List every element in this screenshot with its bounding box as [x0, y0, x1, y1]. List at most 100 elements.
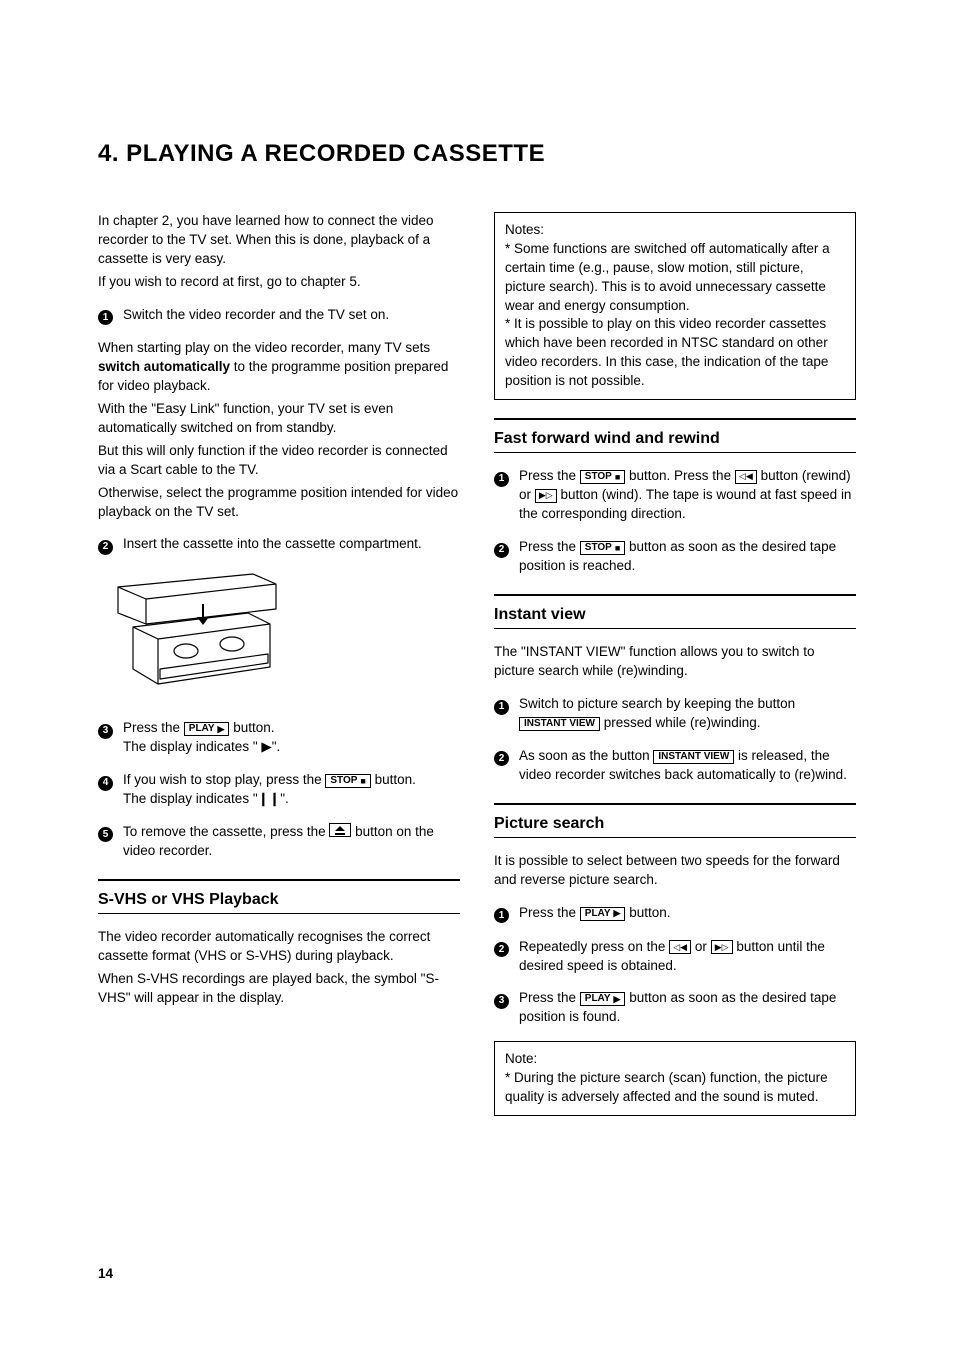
ff-step-1: 1 Press the STOP■ button. Press the ◁◀ b… [494, 467, 856, 524]
play-icon: ▶ [614, 909, 621, 918]
section-divider [494, 594, 856, 596]
rewind-icon: ◁◀ [673, 941, 687, 954]
step-number-3: 3 [98, 720, 113, 757]
text: Press the [519, 539, 580, 554]
iv-intro: The "INSTANT VIEW" function allows you t… [494, 643, 856, 681]
section-divider [494, 803, 856, 805]
step-5-text: To remove the cassette, press the button… [123, 823, 460, 861]
stop-icon: ■ [615, 473, 620, 482]
autoswitch-block: When starting play on the video recorder… [98, 339, 460, 521]
notes-box: Notes: * Some functions are switched off… [494, 212, 856, 400]
eject-button-label [329, 823, 351, 837]
iv-step-2-text: As soon as the button INSTANT VIEW is re… [519, 747, 856, 785]
stop-icon: ■ [360, 777, 365, 786]
wind-icon: ▶▷ [539, 489, 553, 502]
ps-step-2-text: Repeatedly press on the ◁◀ or ▶▷ button … [519, 938, 856, 976]
svhs-para-1: The video recorder automatically recogni… [98, 928, 460, 966]
step-5: 5 To remove the cassette, press the butt… [98, 823, 460, 861]
heading-underline [494, 452, 856, 453]
iv-step-2: 2 As soon as the button INSTANT VIEW is … [494, 747, 856, 785]
ff-heading: Fast forward wind and rewind [494, 428, 856, 450]
text: The display indicates " [123, 739, 261, 754]
step-number-5: 5 [98, 824, 113, 861]
text: Press the [519, 468, 580, 483]
rewind-button-label: ◁◀ [669, 940, 691, 954]
notes-p2: * It is possible to play on this video r… [505, 315, 845, 391]
text: pressed while (re)winding. [600, 715, 761, 730]
text: button. [371, 772, 416, 787]
scart-para: But this will only function if the video… [98, 442, 460, 480]
svhs-para-2: When S-VHS recordings are played back, t… [98, 970, 460, 1008]
ps-step-1-text: Press the PLAY▶ button. [519, 904, 856, 924]
instant-view-button-label: INSTANT VIEW [519, 717, 600, 731]
left-column: In chapter 2, you have learned how to co… [98, 212, 460, 1116]
text: or [691, 939, 711, 954]
text: button. [229, 720, 274, 735]
intro-para-1: In chapter 2, you have learned how to co… [98, 212, 460, 269]
step-number-2: 2 [494, 539, 509, 576]
text: button. [625, 905, 670, 920]
section-divider [98, 879, 460, 881]
page-title: 4. PLAYING A RECORDED CASSETTE [98, 140, 856, 168]
bold-text: switch automatically [98, 359, 230, 374]
step-number-1: 1 [98, 307, 113, 326]
step-number-2: 2 [98, 536, 113, 555]
step-number-3: 3 [494, 990, 509, 1027]
step-number-4: 4 [98, 772, 113, 809]
step-4: 4 If you wish to stop play, press the ST… [98, 771, 460, 809]
heading-underline [494, 837, 856, 838]
ps-step-1: 1 Press the PLAY▶ button. [494, 904, 856, 924]
text: button. Press the [625, 468, 735, 483]
wind-button-label: ▶▷ [711, 940, 733, 954]
play-button-label: PLAY▶ [184, 722, 230, 736]
play-button-label: PLAY▶ [580, 992, 626, 1006]
wind-button-label: ▶▷ [535, 489, 557, 503]
text: Press the [123, 720, 184, 735]
play-icon: ▶ [261, 739, 271, 754]
text: Switch to picture search by keeping the … [519, 696, 795, 711]
svhs-heading: S-VHS or VHS Playback [98, 889, 460, 911]
autoswitch-para: When starting play on the video recorder… [98, 339, 460, 396]
right-column: Notes: * Some functions are switched off… [494, 212, 856, 1116]
stop-button-label: STOP■ [580, 470, 625, 484]
eject-icon [335, 826, 345, 835]
heading-underline [494, 628, 856, 629]
ps-note-body: * During the picture search (scan) funct… [505, 1069, 845, 1107]
text: If you wish to stop play, press the [123, 772, 325, 787]
ff-step-1-text: Press the STOP■ button. Press the ◁◀ but… [519, 467, 856, 524]
text: To remove the cassette, press the [123, 824, 329, 839]
notes-p1: * Some functions are switched off automa… [505, 240, 845, 316]
rewind-button-label: ◁◀ [735, 470, 757, 484]
page-number: 14 [98, 1266, 113, 1281]
text: ". [272, 739, 281, 754]
easylink-para: With the "Easy Link" function, your TV s… [98, 400, 460, 438]
instant-view-button-label: INSTANT VIEW [653, 750, 734, 764]
play-icon: ▶ [218, 725, 225, 734]
step-1: 1 Switch the video recorder and the TV s… [98, 306, 460, 326]
ps-heading: Picture search [494, 813, 856, 835]
ps-note-box: Note: * During the picture search (scan)… [494, 1041, 856, 1116]
step-1-text: Switch the video recorder and the TV set… [123, 306, 460, 326]
ps-note-title: Note: [505, 1050, 845, 1069]
content-columns: In chapter 2, you have learned how to co… [98, 212, 856, 1116]
intro-para-2: If you wish to record at first, go to ch… [98, 273, 460, 292]
play-button-label: PLAY▶ [580, 907, 626, 921]
cassette-illustration [98, 569, 460, 705]
step-number-2: 2 [494, 748, 509, 785]
iv-step-1-text: Switch to picture search by keeping the … [519, 695, 856, 733]
step-3: 3 Press the PLAY▶ button. The display in… [98, 719, 460, 757]
stop-button-label: STOP■ [580, 541, 625, 555]
text: Press the [519, 905, 580, 920]
text: Press the [519, 990, 580, 1005]
step-number-1: 1 [494, 468, 509, 524]
stop-button-label: STOP■ [325, 774, 370, 788]
text: Repeatedly press on the [519, 939, 669, 954]
cassette-svg [98, 569, 298, 699]
step-number-1: 1 [494, 696, 509, 733]
section-divider [494, 418, 856, 420]
step-2: 2 Insert the cassette into the cassette … [98, 535, 460, 555]
step-2-text: Insert the cassette into the cassette co… [123, 535, 460, 555]
otherwise-para: Otherwise, select the programme position… [98, 484, 460, 522]
ps-step-2: 2 Repeatedly press on the ◁◀ or ▶▷ butto… [494, 938, 856, 976]
play-icon: ▶ [614, 995, 621, 1004]
